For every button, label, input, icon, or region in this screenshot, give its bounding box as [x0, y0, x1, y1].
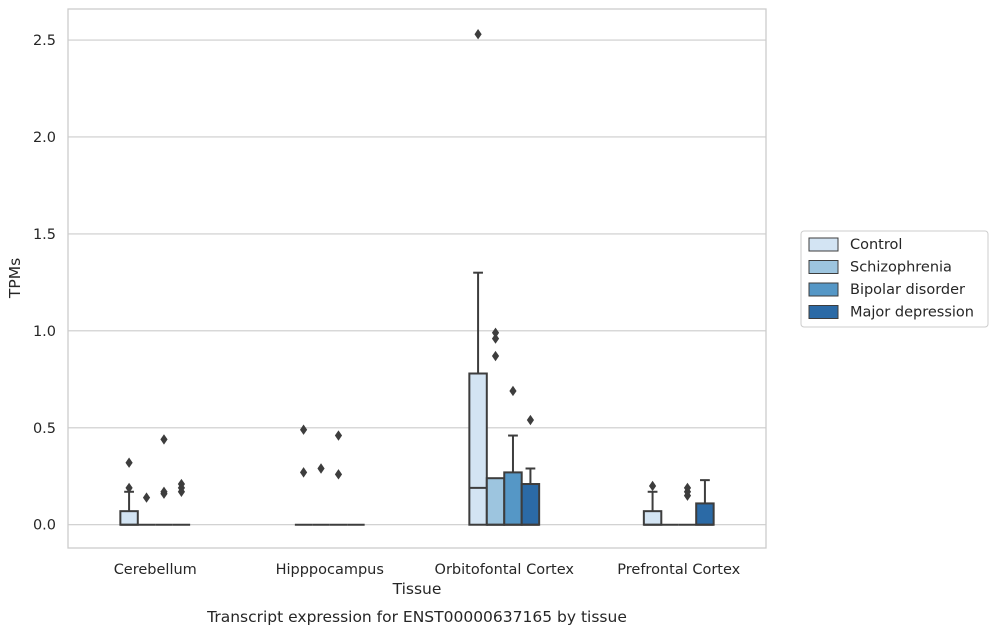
box-plot: [485, 327, 506, 526]
box-plot: [695, 479, 715, 526]
outlier-point: [491, 327, 500, 338]
box-body: [503, 471, 523, 526]
legend-box: [800, 230, 989, 328]
outlier-point: [334, 469, 343, 480]
outlier-point: [299, 424, 308, 435]
outlier-point: [317, 463, 325, 474]
y-tick-label: 2.0: [33, 130, 56, 146]
box-plot: [329, 430, 348, 526]
x-axis-label: Tissue: [392, 580, 442, 598]
box-body: [520, 483, 541, 526]
outlier-point: [474, 29, 482, 40]
outlier-point: [299, 467, 308, 478]
outlier-point: [160, 486, 168, 497]
box-plots: [119, 29, 715, 526]
outlier-point: [683, 482, 692, 494]
box-plot: [294, 424, 313, 526]
y-tick-label: 0.0: [33, 518, 56, 534]
outlier-point: [334, 430, 343, 441]
legend-swatch: [808, 237, 839, 252]
chart-caption: Transcript expression for ENST0000063716…: [206, 608, 627, 626]
y-tick-label: 0.5: [33, 421, 56, 437]
box-plot: [119, 457, 139, 526]
legend-swatch: [808, 260, 839, 274]
box-body: [468, 372, 488, 526]
outlier-point: [125, 482, 133, 494]
legend-swatch: [808, 305, 839, 319]
x-tick-label: Orbitofontal Cortex: [435, 562, 575, 578]
x-tick-labels: Cerebellum Hipppocampus Orbitofontal Corte…: [114, 562, 741, 578]
x-tick-label: Prefrontal Cortex: [617, 562, 740, 578]
plot-frame: [67, 8, 767, 549]
legend-label: Control: [850, 237, 902, 253]
y-tick-label: 2.5: [33, 33, 56, 49]
outlier-point: [509, 385, 517, 397]
outlier-point: [125, 457, 133, 468]
box-plot: [642, 480, 663, 526]
y-axis-label: TPMs: [6, 258, 24, 299]
box-plot: [312, 463, 330, 526]
legend-swatch: [808, 282, 839, 297]
y-tick-labels: 0.0 0.5 1.0 1.5 2.0 2.5: [33, 33, 56, 534]
y-tick-label: 1.0: [33, 324, 56, 340]
outlier-point: [177, 478, 186, 490]
outlier-point: [648, 480, 657, 492]
box-plot: [503, 385, 523, 526]
box-plot: [468, 29, 488, 526]
box-body: [119, 510, 139, 526]
box-body: [485, 477, 506, 526]
outlier-point: [160, 434, 168, 445]
box-plot: [155, 434, 173, 526]
legend-label: Bipolar disorder: [850, 282, 965, 298]
legend-label: Major depression: [850, 305, 974, 321]
outlier-point: [142, 492, 151, 503]
legend-label: Schizophrenia: [850, 260, 952, 276]
legend: Control Schizophrenia Bipolar disorder Majo…: [800, 230, 989, 328]
outlier-point: [526, 414, 535, 426]
x-tick-label: Cerebellum: [114, 562, 197, 578]
outlier-point: [491, 333, 500, 344]
box-body: [695, 502, 715, 526]
box-plot: [678, 482, 697, 526]
outlier-point: [491, 350, 500, 362]
box-plot: [172, 478, 191, 526]
box-plot: [137, 492, 156, 526]
box-plot: [520, 414, 541, 526]
box-body: [642, 510, 663, 526]
y-tick-label: 1.5: [33, 227, 56, 243]
x-tick-label: Hipppocampus: [276, 562, 384, 578]
